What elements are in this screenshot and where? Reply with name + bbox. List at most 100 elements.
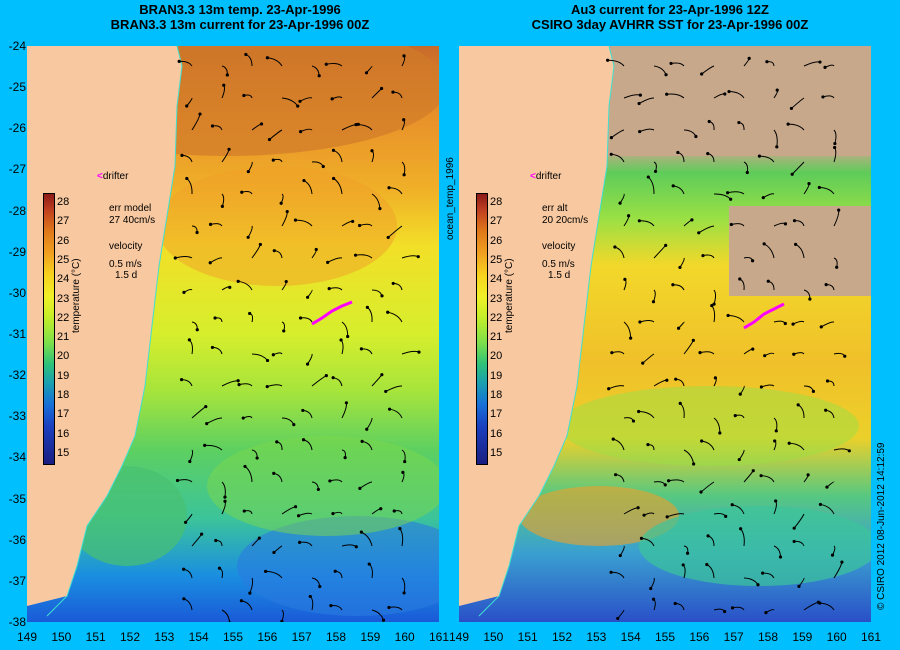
current-vector-head bbox=[317, 74, 321, 78]
current-vector-head bbox=[618, 201, 622, 205]
current-vector-head bbox=[629, 336, 633, 340]
current-vector-head bbox=[700, 72, 704, 76]
current-vector-head bbox=[757, 154, 762, 158]
current-vector bbox=[387, 311, 403, 323]
current-vector-head bbox=[678, 265, 682, 270]
current-vector-head bbox=[210, 345, 215, 350]
current-vector-head bbox=[314, 247, 318, 252]
current-vector-head bbox=[750, 259, 755, 263]
current-vector-head bbox=[837, 208, 841, 212]
current-vector-head bbox=[271, 353, 275, 357]
current-vector bbox=[341, 321, 349, 337]
current-vector-head bbox=[616, 616, 620, 621]
current-vector bbox=[789, 442, 805, 451]
y-axis-tick-label: -33 bbox=[8, 409, 26, 424]
current-vector bbox=[238, 280, 253, 291]
current-vector-head bbox=[726, 313, 730, 318]
left-drifter-label: drifter bbox=[102, 171, 129, 182]
current-vector-head bbox=[402, 54, 406, 58]
y-axis-tick-label: -32 bbox=[8, 368, 26, 383]
y-axis-tick-label: -25 bbox=[8, 80, 26, 95]
y-axis-tick-label: -31 bbox=[8, 327, 26, 341]
current-vector-head bbox=[198, 112, 202, 116]
current-vector-head bbox=[792, 526, 796, 530]
current-vector-head bbox=[332, 176, 336, 181]
current-vector-head bbox=[685, 551, 690, 555]
x-axis-tick-label: 149 bbox=[16, 630, 38, 644]
current-vector-head bbox=[663, 483, 667, 487]
current-vector-head bbox=[623, 277, 627, 281]
current-vector-head bbox=[819, 325, 823, 329]
x-axis-tick-label: 150 bbox=[51, 630, 72, 644]
y-axis-tick-label: -27 bbox=[8, 162, 26, 177]
left-panel-title: BRAN3.3 13m temp. 23-Apr-1996 BRAN3.3 13… bbox=[40, 2, 440, 32]
current-vector-head bbox=[331, 376, 335, 380]
current-vector-head bbox=[751, 469, 755, 473]
current-vector-head bbox=[725, 191, 730, 195]
current-vector-head bbox=[203, 443, 207, 448]
current-vector-head bbox=[705, 562, 709, 567]
current-vector-head bbox=[354, 545, 358, 549]
current-vector-head bbox=[257, 536, 261, 540]
current-vector-head bbox=[264, 569, 268, 574]
current-vector bbox=[177, 479, 193, 483]
current-vector-head bbox=[204, 404, 208, 409]
current-vector bbox=[623, 321, 632, 339]
colorbar-tick: 16 bbox=[490, 427, 503, 440]
colorbar-tick: 17 bbox=[57, 408, 70, 421]
current-vector bbox=[759, 155, 775, 163]
colorbar-tick: 16 bbox=[57, 427, 70, 440]
current-vector-head bbox=[179, 377, 184, 382]
current-vector-head bbox=[701, 253, 705, 258]
current-vector bbox=[639, 320, 655, 323]
current-vector-head bbox=[241, 416, 245, 420]
current-vector bbox=[699, 351, 715, 355]
current-vector-head bbox=[214, 538, 218, 543]
current-vector bbox=[638, 97, 655, 104]
current-vector-head bbox=[259, 122, 264, 126]
x-axis-tick-label: 155 bbox=[222, 630, 244, 644]
current-vector bbox=[791, 97, 805, 109]
x-axis-tick-label: 158 bbox=[757, 630, 779, 644]
current-vector-head bbox=[765, 60, 769, 64]
current-vector bbox=[401, 577, 406, 594]
left-title-line2: BRAN3.3 13m current for 23-Apr-1996 00Z bbox=[110, 17, 370, 32]
right-title-line1: Au3 current for 23-Apr-1996 12Z bbox=[571, 2, 769, 17]
current-vector-head bbox=[787, 441, 791, 445]
current-vector-head bbox=[370, 149, 374, 153]
current-vector-head bbox=[618, 553, 622, 558]
current-vector-head bbox=[357, 223, 362, 228]
current-vector bbox=[713, 289, 717, 305]
current-vector-head bbox=[700, 439, 704, 443]
current-vector-head bbox=[239, 599, 244, 603]
current-vector-head bbox=[642, 513, 646, 517]
current-vector-head bbox=[402, 591, 406, 595]
current-vector-head bbox=[248, 311, 252, 316]
current-vector-head bbox=[775, 88, 779, 92]
current-vector bbox=[793, 513, 805, 529]
current-vector-head bbox=[763, 354, 767, 358]
current-vector-head bbox=[416, 255, 420, 259]
current-vector bbox=[819, 186, 835, 195]
right-colorbar bbox=[476, 193, 488, 465]
current-vector-head bbox=[293, 218, 298, 222]
current-vector-head bbox=[284, 279, 288, 284]
current-vector-head bbox=[646, 175, 650, 179]
current-vector-head bbox=[367, 562, 371, 566]
current-vector-head bbox=[847, 449, 851, 453]
current-vector bbox=[385, 385, 403, 392]
y-axis-tick-label: -34 bbox=[8, 450, 26, 465]
current-vector-head bbox=[835, 265, 839, 269]
x-axis-tick-label: 152 bbox=[551, 630, 573, 644]
right-err-value: 20 20cm/s bbox=[542, 215, 589, 226]
current-vector-head bbox=[228, 285, 232, 289]
current-vector-head bbox=[671, 184, 675, 188]
current-vector-head bbox=[292, 423, 296, 427]
current-vector-head bbox=[706, 152, 710, 156]
current-vector-head bbox=[346, 334, 350, 339]
current-vector-head bbox=[607, 387, 611, 391]
current-vector-head bbox=[387, 186, 391, 190]
current-vector-head bbox=[275, 440, 279, 444]
right-colorbar-unit: temperature (°C) bbox=[504, 258, 515, 333]
current-vector-head bbox=[818, 601, 822, 605]
